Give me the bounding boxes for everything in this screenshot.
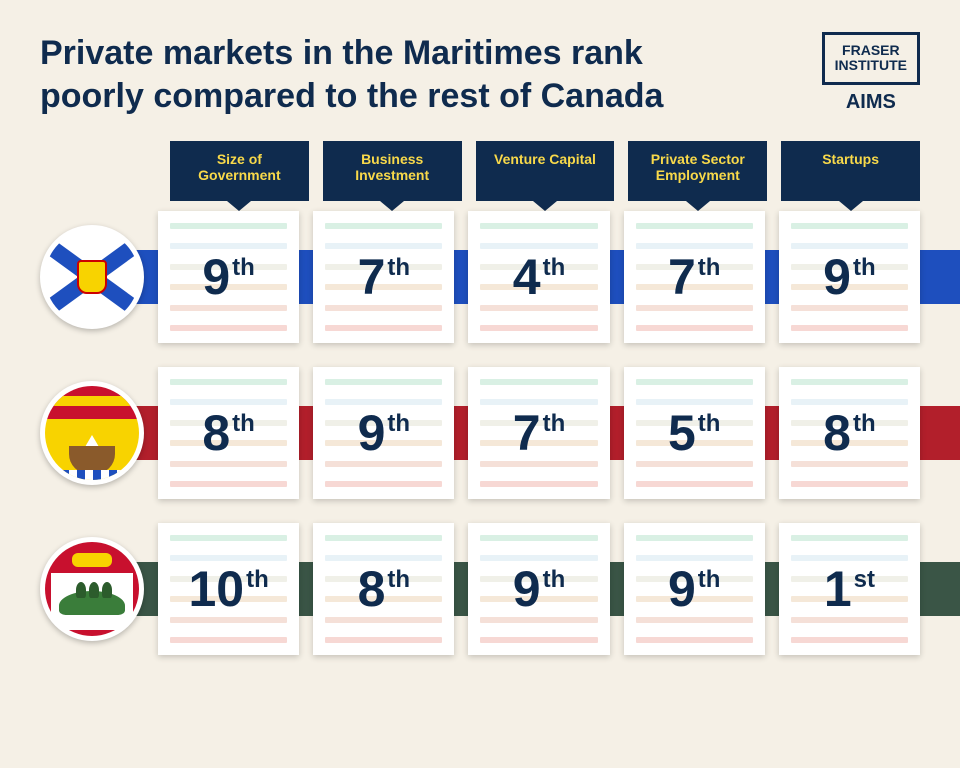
rank-value: 9th	[202, 248, 254, 306]
page-title: Private markets in the Maritimes rank po…	[40, 32, 680, 117]
flag-nova-scotia-icon	[40, 225, 144, 329]
table-row-pei: 10th 8th 9th 9th 1st	[40, 523, 920, 655]
rank-cell: 1st	[779, 523, 920, 655]
rank-value: 8th	[358, 560, 410, 618]
rank-cell: 4th	[468, 211, 609, 343]
rank-value: 8th	[202, 404, 254, 462]
column-header: Venture Capital	[476, 141, 615, 201]
rank-cell: 7th	[468, 367, 609, 499]
column-header: Private Sector Employment	[628, 141, 767, 201]
rank-cell: 9th	[158, 211, 299, 343]
fraser-line2: INSTITUTE	[835, 58, 907, 73]
column-header: Business Investment	[323, 141, 462, 201]
rank-value: 9th	[513, 560, 565, 618]
rank-value: 7th	[513, 404, 565, 462]
rank-value: 9th	[358, 404, 410, 462]
rank-cell: 10th	[158, 523, 299, 655]
column-headers: Size of GovernmentBusiness InvestmentVen…	[170, 141, 920, 201]
flag-pei-icon	[40, 537, 144, 641]
fraser-line1: FRASER	[835, 43, 907, 58]
rank-value: 10th	[188, 560, 268, 618]
rank-cell: 9th	[624, 523, 765, 655]
rank-cell: 5th	[624, 367, 765, 499]
rank-cell: 9th	[468, 523, 609, 655]
rank-cell: 9th	[313, 367, 454, 499]
rank-value: 4th	[513, 248, 565, 306]
rank-cell: 8th	[779, 367, 920, 499]
rank-value: 8th	[823, 404, 875, 462]
rank-cell: 7th	[624, 211, 765, 343]
fraser-institute-logo: FRASER INSTITUTE	[822, 32, 920, 85]
rank-value: 5th	[668, 404, 720, 462]
flag-new-brunswick-icon	[40, 381, 144, 485]
rank-cell: 7th	[313, 211, 454, 343]
logos-block: FRASER INSTITUTE AIMS	[822, 32, 920, 114]
table-row-new-brunswick: 8th 9th 7th 5th 8th	[40, 367, 920, 499]
column-header: Startups	[781, 141, 920, 201]
table-row-nova-scotia: 9th 7th 4th 7th 9th	[40, 211, 920, 343]
aims-logo: AIMS	[846, 91, 896, 114]
rank-value: 7th	[358, 248, 410, 306]
rank-value: 1st	[824, 560, 875, 618]
rank-value: 9th	[668, 560, 720, 618]
column-header: Size of Government	[170, 141, 309, 201]
rank-cell: 9th	[779, 211, 920, 343]
ranking-table: Size of GovernmentBusiness InvestmentVen…	[40, 141, 920, 655]
rank-value: 7th	[668, 248, 720, 306]
rank-cell: 8th	[313, 523, 454, 655]
rank-cell: 8th	[158, 367, 299, 499]
rank-value: 9th	[823, 248, 875, 306]
